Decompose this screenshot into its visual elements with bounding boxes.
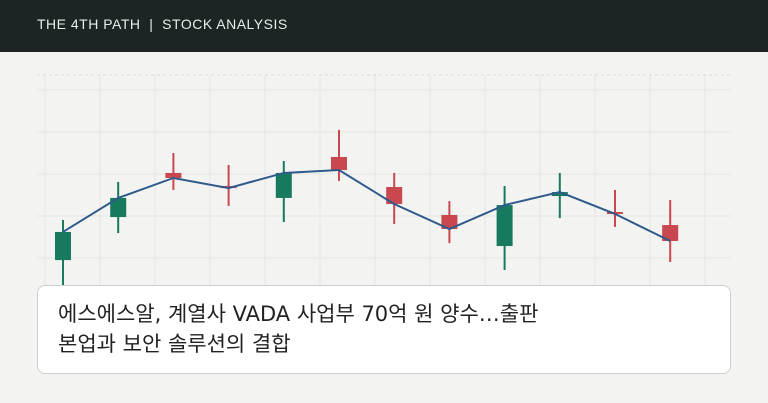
vertical-grid [44,75,706,300]
header: THE 4TH PATH | STOCK ANALYSIS [0,0,768,52]
candle-body [441,214,458,230]
candle-body [331,156,347,171]
headline-card: 에스에스알, 계열사 VADA 사업부 70억 원 양수…출판 본업과 보안 솔… [37,285,731,374]
candle-body [165,172,182,178]
candle-body [110,197,127,218]
headline-line: 본업과 보안 솔루션의 결합 [58,332,291,356]
candle-body [496,205,513,247]
candle-body [386,187,403,205]
candle-body [220,185,237,189]
header-title: THE 4TH PATH | STOCK ANALYSIS [37,16,288,32]
candle-body [275,172,292,198]
candle-body [551,192,568,197]
headline-line: 에스에스알, 계열사 VADA 사업부 70억 원 양수…출판 [58,302,539,326]
chart [37,74,731,300]
candle-body [55,231,71,261]
candle-body [662,225,679,241]
close-line [62,168,671,242]
